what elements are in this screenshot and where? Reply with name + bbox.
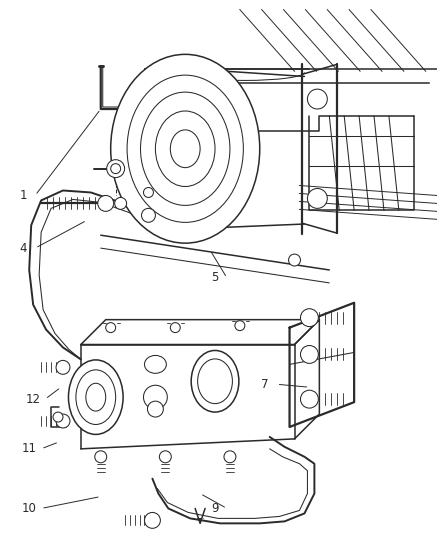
Circle shape xyxy=(144,188,153,197)
Circle shape xyxy=(53,412,63,422)
Text: 5: 5 xyxy=(212,271,219,285)
Circle shape xyxy=(300,390,318,408)
Circle shape xyxy=(300,345,318,364)
Circle shape xyxy=(56,414,70,428)
Circle shape xyxy=(307,189,327,208)
Ellipse shape xyxy=(76,370,116,424)
Circle shape xyxy=(235,321,245,330)
Ellipse shape xyxy=(198,359,233,403)
Ellipse shape xyxy=(170,130,200,168)
Text: 1: 1 xyxy=(20,189,27,202)
Circle shape xyxy=(289,254,300,266)
Text: 9: 9 xyxy=(211,502,219,515)
Circle shape xyxy=(56,360,70,374)
Circle shape xyxy=(98,196,114,212)
Ellipse shape xyxy=(68,360,123,434)
Ellipse shape xyxy=(191,351,239,412)
Text: 11: 11 xyxy=(22,442,37,455)
Circle shape xyxy=(106,322,116,333)
Text: 12: 12 xyxy=(26,393,41,406)
Circle shape xyxy=(107,160,124,177)
Circle shape xyxy=(159,451,171,463)
Circle shape xyxy=(95,451,107,463)
Circle shape xyxy=(148,401,163,417)
Text: 7: 7 xyxy=(261,378,268,391)
Ellipse shape xyxy=(111,54,260,243)
Circle shape xyxy=(111,164,120,174)
Text: 10: 10 xyxy=(22,502,37,515)
Circle shape xyxy=(170,322,180,333)
Text: 4: 4 xyxy=(20,241,27,255)
Circle shape xyxy=(144,385,167,409)
Circle shape xyxy=(307,89,327,109)
Circle shape xyxy=(145,512,160,528)
Circle shape xyxy=(115,197,127,209)
Circle shape xyxy=(141,208,155,222)
Circle shape xyxy=(224,451,236,463)
Ellipse shape xyxy=(155,111,215,187)
Circle shape xyxy=(300,309,318,327)
Ellipse shape xyxy=(141,92,230,205)
Ellipse shape xyxy=(145,356,166,373)
Ellipse shape xyxy=(127,75,244,222)
Ellipse shape xyxy=(86,383,106,411)
